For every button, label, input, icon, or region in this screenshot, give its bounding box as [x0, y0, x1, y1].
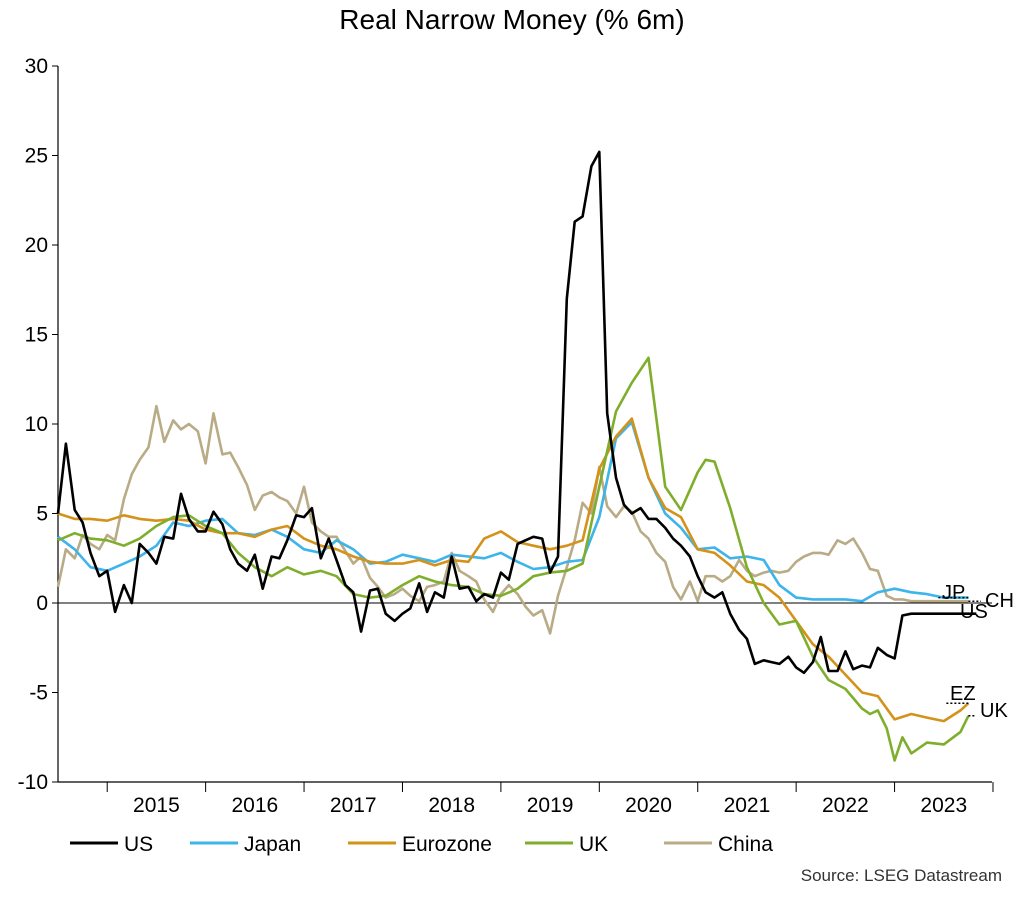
y-tick-label: -5 — [29, 682, 48, 705]
chart-title: Real Narrow Money (% 6m) — [339, 4, 685, 35]
x-tick-label: 2019 — [527, 794, 574, 817]
legend-label-china: China — [718, 833, 773, 856]
series-layer — [56, 150, 977, 762]
x-tick-label: 2018 — [428, 794, 475, 817]
y-tick-label: 30 — [25, 55, 48, 78]
end-label: UK — [980, 700, 1008, 722]
y-tick-label: 10 — [25, 413, 48, 436]
x-tick-label: 2022 — [822, 794, 869, 817]
legend-label-us: US — [124, 833, 153, 856]
y-tick-label: 20 — [25, 234, 48, 257]
x-tick-label: 2023 — [920, 794, 967, 817]
y-tick-label: 5 — [36, 503, 48, 526]
end-label: CH — [985, 590, 1014, 612]
x-tick-label: 2017 — [330, 794, 377, 817]
x-tick-label: 2020 — [625, 794, 672, 817]
series-line-eurozone — [57, 417, 970, 723]
legend-label-eurozone: Eurozone — [402, 833, 492, 856]
y-tick-label: 15 — [25, 324, 48, 347]
end-label: JP — [942, 582, 965, 604]
y-tick-label: -10 — [18, 771, 48, 794]
x-tick-label: 2016 — [231, 794, 278, 817]
end-label: US — [960, 601, 988, 623]
y-tick-label: 25 — [25, 145, 48, 168]
legend: US Japan Eurozone UK China — [70, 833, 773, 856]
x-tick-label: 2021 — [724, 794, 771, 817]
series-line-us — [56, 150, 977, 675]
legend-label-uk: UK — [579, 833, 608, 856]
legend-label-japan: Japan — [244, 833, 301, 856]
axes: -10 -5 0 5 10 15 20 25 30 2015 2016 2017 2018 2019 202… — [18, 55, 994, 817]
x-tick-label: 2015 — [133, 794, 180, 817]
series-line-japan — [57, 420, 969, 603]
end-label: EZ — [950, 683, 976, 705]
source-note: Source: LSEG Datastream — [800, 866, 1002, 885]
y-tick-label: 0 — [36, 592, 48, 615]
